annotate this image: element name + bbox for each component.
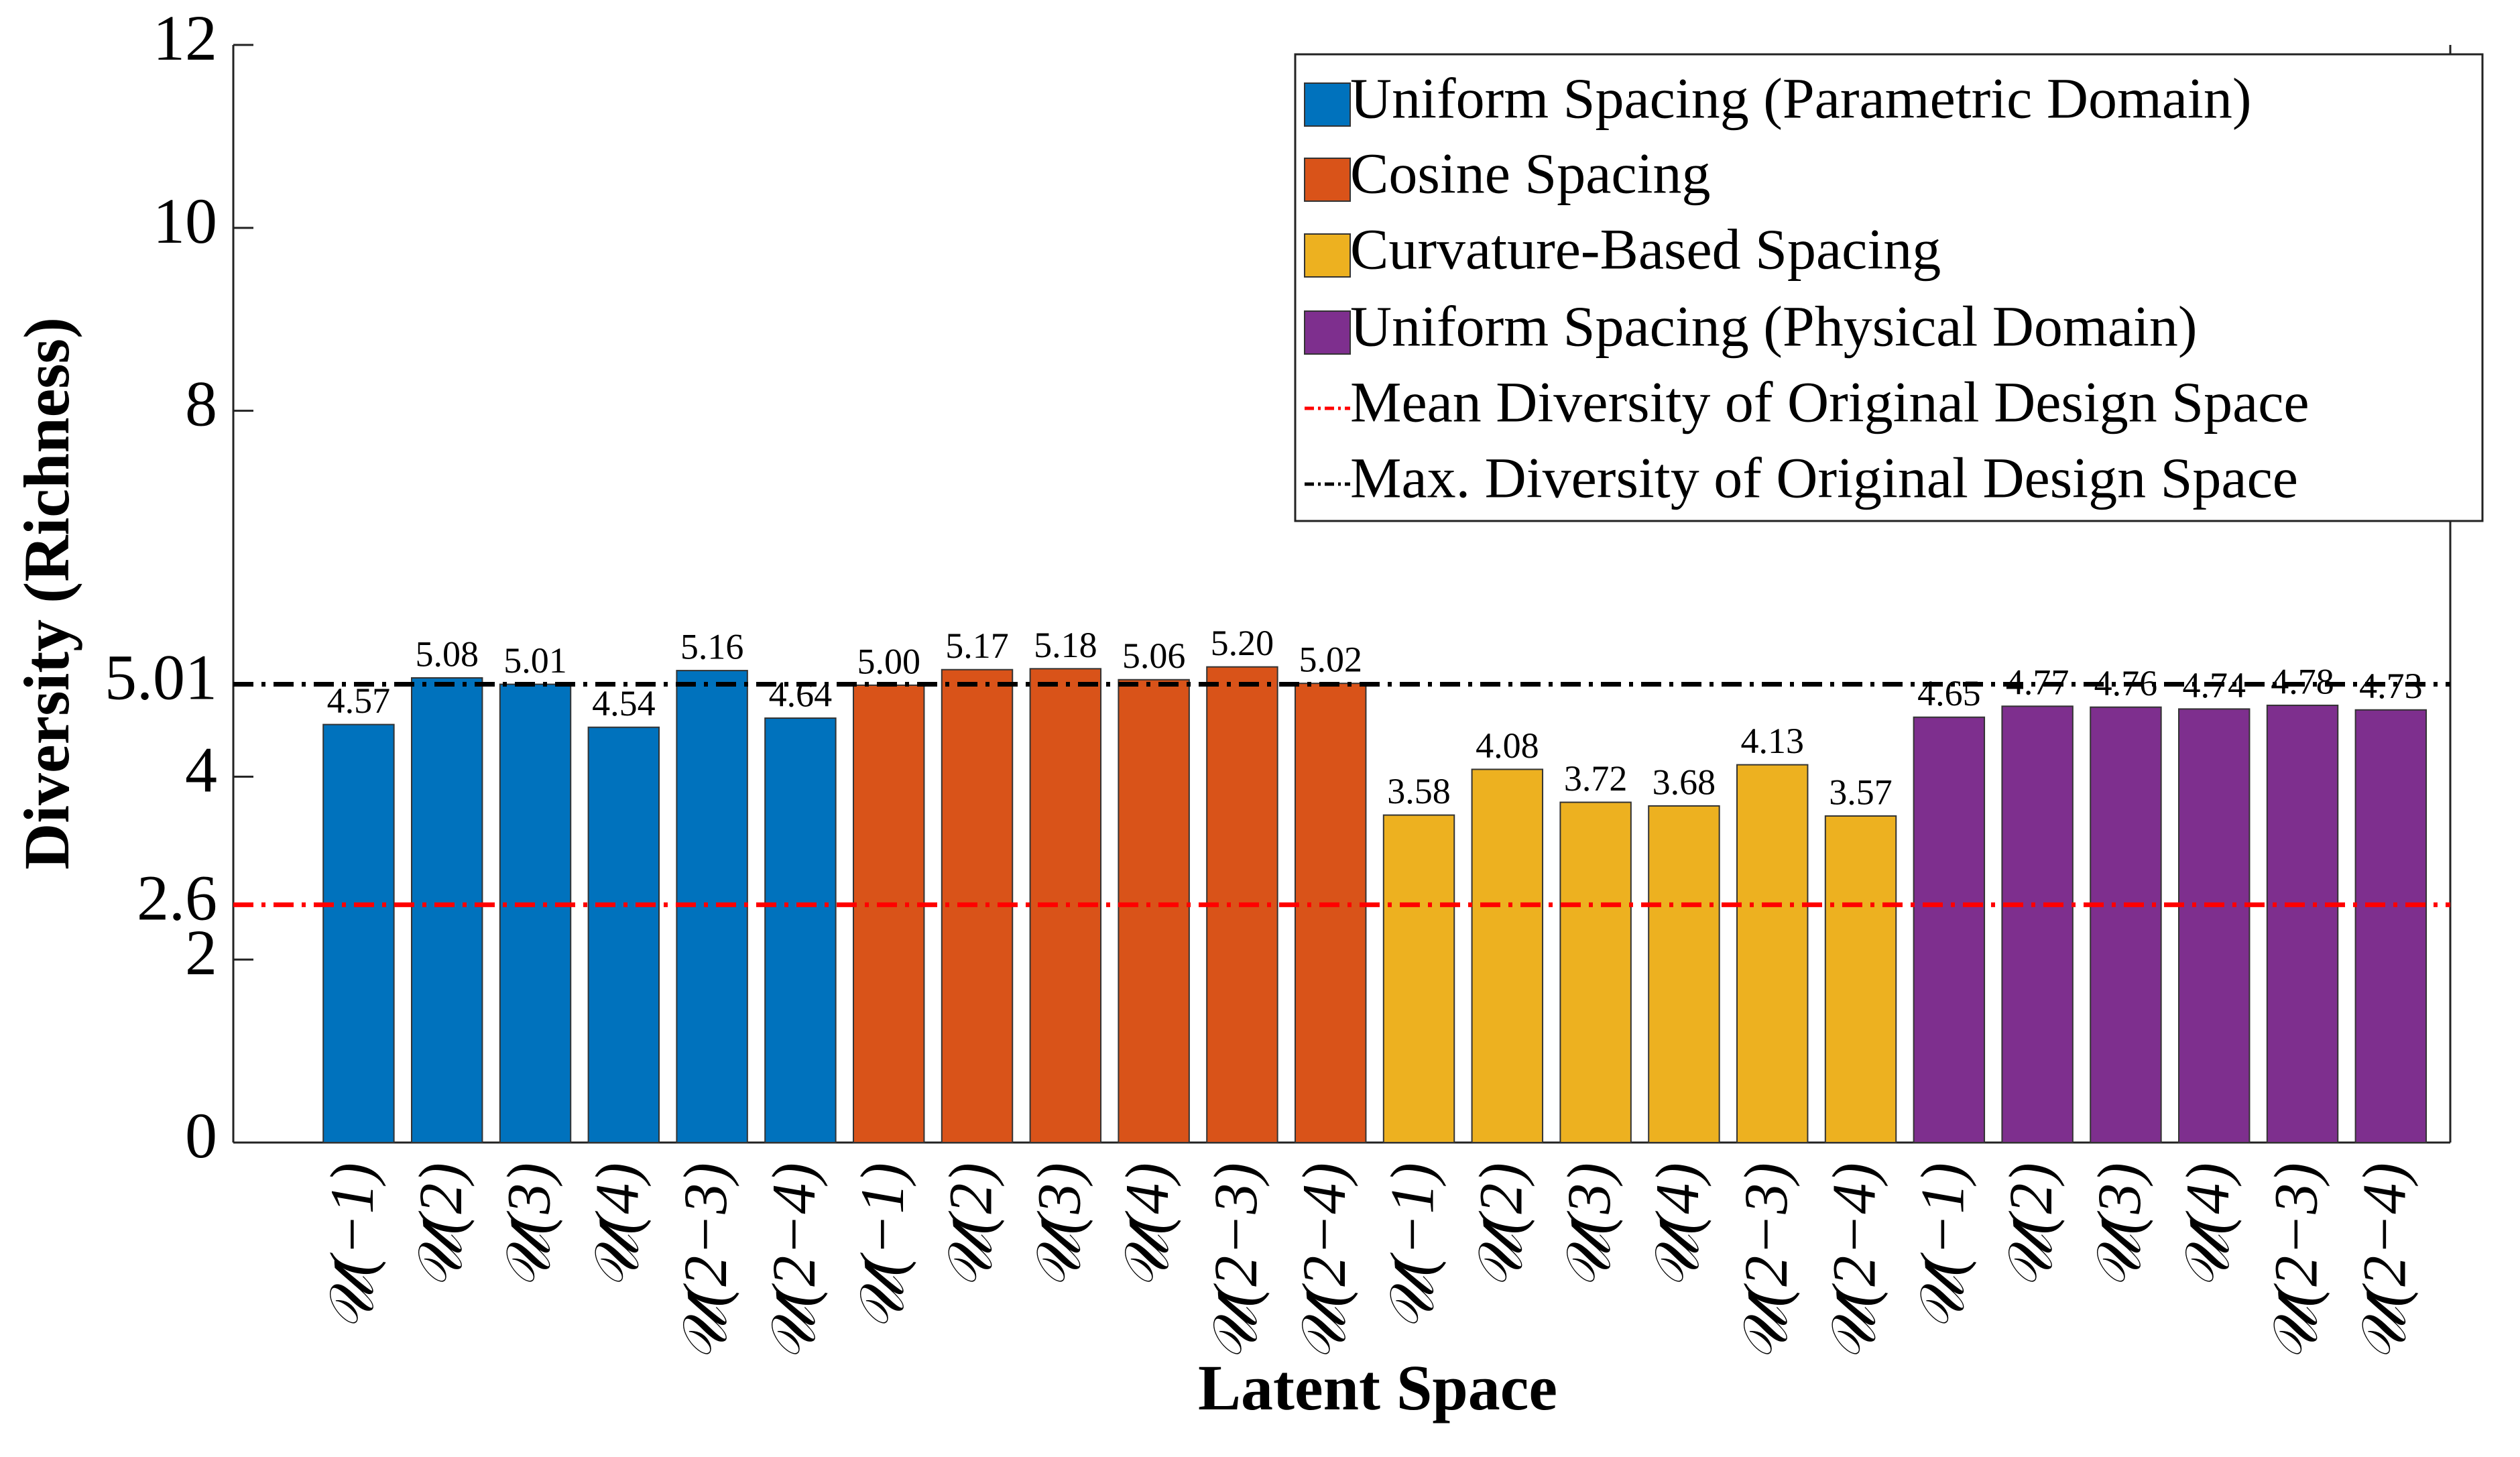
x-tick-label: 𝒰(2−3) — [2262, 1163, 2330, 1362]
x-tick-label: 𝒰(−1) — [848, 1163, 916, 1332]
legend-label: Cosine Spacing — [1350, 141, 1710, 206]
value-label: 4.64 — [769, 674, 833, 714]
bar — [1295, 683, 1367, 1143]
x-tick-label: 𝒰(2) — [937, 1163, 1005, 1290]
value-label: 4.78 — [2271, 661, 2334, 701]
legend-label: Curvature-Based Spacing — [1350, 217, 1941, 282]
x-tick-label: 𝒰(2−3) — [1201, 1163, 1270, 1362]
x-tick-label: 𝒰(3) — [495, 1163, 563, 1290]
y-tick-label: 10 — [153, 185, 217, 257]
x-tick-label: 𝒰(−1) — [318, 1163, 386, 1332]
bar — [410, 677, 483, 1143]
x-tick-label: 𝒰(2−4) — [1290, 1163, 1358, 1362]
bar — [2001, 705, 2074, 1143]
value-label: 4.08 — [1476, 725, 1539, 766]
bar — [1736, 764, 1809, 1143]
value-label: 5.18 — [1034, 625, 1097, 665]
legend-swatch — [1304, 82, 1351, 127]
bar — [764, 717, 837, 1143]
value-label: 4.13 — [1740, 721, 1804, 761]
bar — [2090, 706, 2162, 1143]
legend-label: Mean Diversity of Original Design Space — [1350, 370, 2309, 434]
bar — [1824, 815, 1897, 1144]
bar — [499, 683, 572, 1143]
y-tick-label: 5.01 — [105, 642, 217, 713]
x-tick-label: 𝒰(4) — [583, 1163, 651, 1290]
x-tick-label: 𝒰(−1) — [1908, 1163, 1976, 1332]
x-tick-label: 𝒰(3) — [1024, 1163, 1093, 1290]
legend-swatch — [1304, 233, 1351, 278]
bar — [853, 684, 925, 1143]
value-label: 5.06 — [1122, 636, 1186, 676]
legend-label: Uniform Spacing (Parametric Domain) — [1350, 66, 2252, 131]
x-tick-label: 𝒰(2) — [1466, 1163, 1535, 1290]
x-tick-label: 𝒰(3) — [2085, 1163, 2153, 1290]
y-tick-label: 4 — [185, 734, 217, 805]
bar — [1913, 716, 1986, 1143]
value-label: 4.65 — [1917, 673, 1981, 713]
legend-swatch — [1304, 158, 1351, 202]
legend-box — [1294, 53, 2484, 522]
y-tick-label: 8 — [185, 368, 217, 440]
bar — [2178, 708, 2251, 1143]
value-label: 3.58 — [1387, 771, 1451, 811]
value-label: 3.68 — [1653, 762, 1716, 802]
value-label: 5.16 — [680, 626, 744, 666]
legend-label: Max. Diversity of Original Design Space — [1350, 446, 2298, 510]
x-tick-label: 𝒰(4) — [2173, 1163, 2242, 1290]
value-label: 5.08 — [415, 634, 479, 674]
x-tick-label: 𝒰(2) — [406, 1163, 475, 1290]
bar — [1118, 679, 1190, 1143]
x-tick-label: 𝒰(4) — [1643, 1163, 1712, 1290]
bar — [1648, 805, 1720, 1144]
value-label: 5.17 — [945, 626, 1009, 666]
value-label: 5.02 — [1299, 640, 1362, 680]
legend-swatch — [1304, 310, 1351, 355]
bar — [1382, 814, 1455, 1143]
y-tick-label: 2 — [185, 917, 217, 988]
x-tick-label: 𝒰(2−4) — [2350, 1163, 2418, 1362]
y-tick-label: 0 — [185, 1100, 217, 1171]
x-axis-label: Latent Space — [1198, 1352, 1557, 1423]
x-tick-label: 𝒰(−1) — [1378, 1163, 1447, 1332]
x-tick-label: 𝒰(2) — [1996, 1163, 2065, 1290]
value-label: 3.57 — [1829, 772, 1893, 812]
value-label: 5.00 — [857, 641, 920, 681]
x-tick-label: 𝒰(2−4) — [760, 1163, 828, 1362]
legend-label: Uniform Spacing (Physical Domain) — [1350, 294, 2198, 359]
x-tick-label: 𝒰(2−4) — [1820, 1163, 1888, 1362]
bar — [1471, 768, 1544, 1144]
x-tick-label: 𝒰(4) — [1113, 1163, 1181, 1290]
x-tick-label: 𝒰(3) — [1555, 1163, 1623, 1290]
value-label: 5.01 — [503, 640, 567, 681]
x-tick-label: 𝒰(2−3) — [671, 1163, 739, 1362]
bar — [1559, 801, 1632, 1144]
bar — [2266, 704, 2339, 1143]
y-tick-label: 12 — [153, 2, 217, 74]
y-tick-label: 2.6 — [137, 862, 217, 933]
value-label: 5.20 — [1211, 623, 1274, 663]
bar — [322, 723, 395, 1143]
value-label: 4.57 — [327, 681, 391, 721]
bar — [587, 726, 660, 1143]
value-label: 3.72 — [1564, 758, 1628, 799]
y-axis-label: Diversity (Richness) — [11, 317, 82, 870]
x-tick-label: 𝒰(2−3) — [1732, 1163, 1800, 1362]
bar — [2354, 709, 2427, 1143]
value-label: 4.54 — [592, 683, 656, 723]
